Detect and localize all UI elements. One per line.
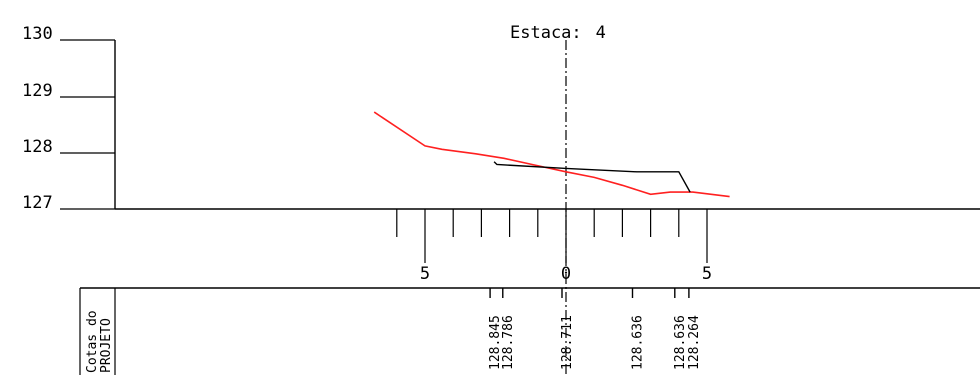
project-line — [493, 161, 691, 193]
project-elevation-label: 128.786 — [501, 315, 516, 370]
project-elevation-label: 128.845 — [488, 315, 503, 370]
row-label-cotas: Cotas do — [85, 310, 100, 373]
project-elevation-label: 128.636 — [631, 315, 646, 370]
station-title: Estaca: 4 — [510, 23, 606, 43]
station-label: Estaca: — [510, 23, 582, 43]
elevation-label-130: 130 — [22, 24, 53, 44]
project-elevation-label: 128.264 — [687, 315, 702, 370]
offset-label-left-5: 5 — [420, 264, 430, 284]
offset-ticks — [396, 209, 708, 263]
elevation-label-128: 128 — [22, 137, 53, 157]
station-number: 4 — [596, 23, 606, 43]
offset-label-right-5: 5 — [702, 264, 712, 284]
elevation-axis: 130 129 128 127 — [22, 24, 116, 213]
terrain-line — [373, 111, 730, 198]
elevation-label-129: 129 — [22, 81, 53, 101]
elevation-label-127: 127 — [22, 193, 53, 213]
project-elevation-label: 128.636 — [673, 315, 688, 370]
project-elevation-label: 128.711 — [560, 315, 575, 370]
row-label-projeto: PROJETO — [99, 318, 114, 373]
